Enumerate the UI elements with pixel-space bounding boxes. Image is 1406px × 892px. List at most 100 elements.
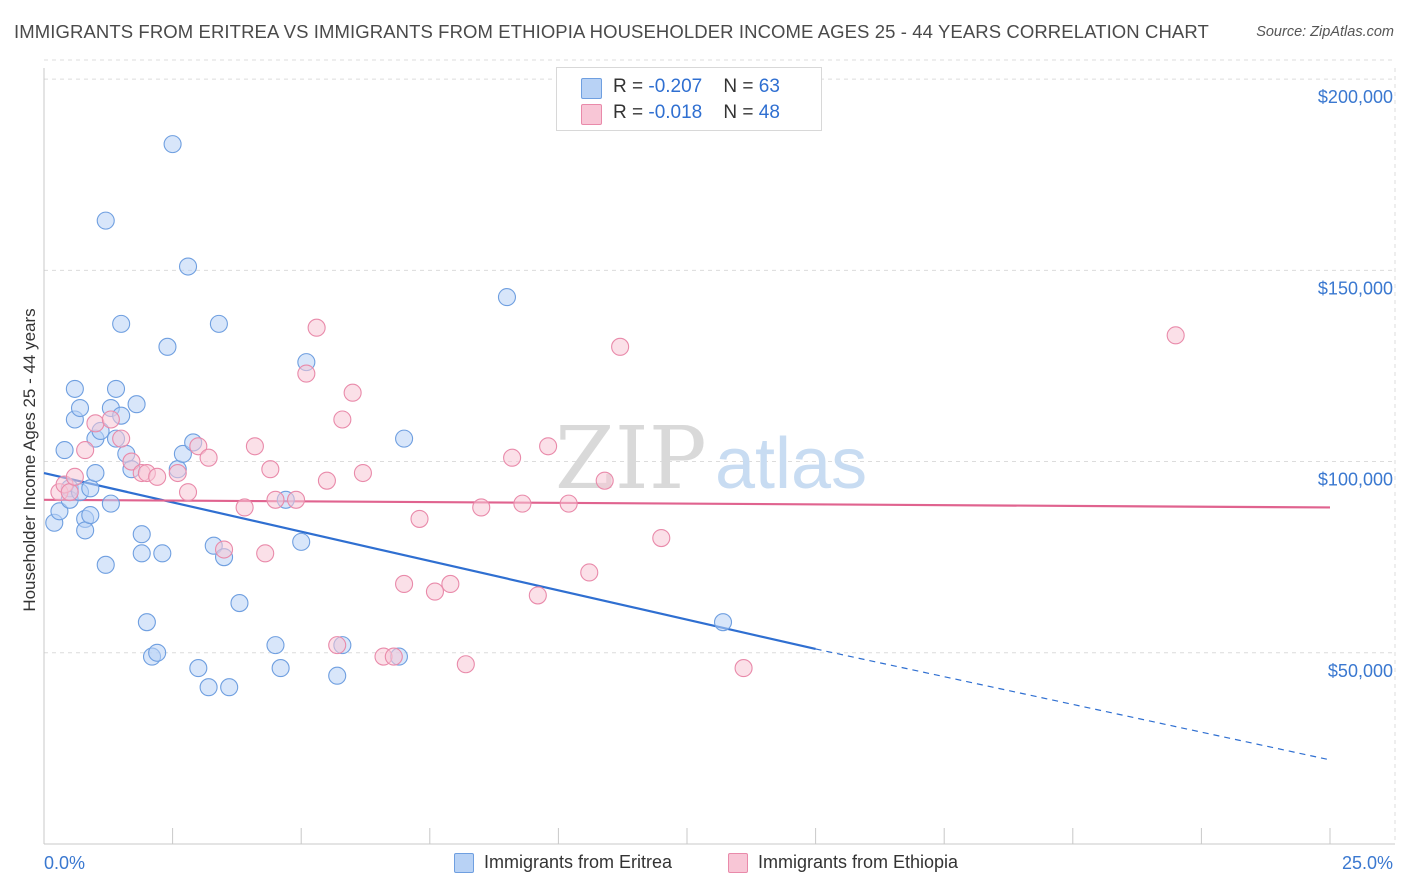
y-tick-label: $100,000 [1318,470,1393,490]
stats-legend: R = -0.207 N = 63 R = -0.018 N = 48 [556,67,822,131]
eritrea-point [220,678,239,697]
y-tick-label: $150,000 [1318,278,1393,298]
eritrea-swatch [581,78,602,99]
ethiopia-point [456,655,475,674]
ethiopia-point [734,659,753,678]
ethiopia-point [112,429,131,448]
ethiopia-point [168,463,187,483]
legend-label-eritrea: Immigrants from Eritrea [484,852,673,872]
ethiopia-point [333,410,352,429]
eritrea-point [55,441,74,460]
ethiopia-point [441,574,460,593]
ethiopia-point [235,498,254,517]
ethiopia-point [384,647,403,666]
ethiopia-point [1166,326,1185,345]
ethiopia-point [472,498,491,517]
ethiopia-point [353,463,372,483]
ethiopia-point [307,318,326,337]
ethiopia-point [539,437,558,456]
eritrea-point [173,444,192,463]
eritrea-point [148,643,167,662]
legend-r-value: -0.207 [648,76,703,97]
ethiopia-point [214,540,234,559]
eritrea-point [50,502,69,521]
ethiopia-swatch [581,104,602,125]
ethiopia-point [317,471,336,490]
y-axis-label-wrap: Householder Income Ages 25 - 44 years [17,280,43,640]
ethiopia-point [101,410,120,429]
eritrea-point [292,532,311,551]
eritrea-point [209,314,228,333]
tick-labels: $50,000 $100,000 $150,000 $200,000 0.0% 25.0% [44,87,1393,873]
ethiopia-point [580,563,599,582]
source-label: Source: ZipAtlas.com [1256,24,1394,40]
eritrea-point [96,555,115,574]
legend-n-value: 63 [758,76,780,97]
watermark-atlas: atlas [715,424,867,504]
ethiopia-point [256,544,275,563]
trend-lines [43,471,1331,761]
ethiopia-point [261,460,280,479]
watermark-zip: ZIP [555,409,707,509]
eritrea-point [713,613,733,632]
legend-item-ethiopia[interactable]: Immigrants from Ethiopia [728,852,958,876]
ethiopia-point [328,636,347,655]
ethiopia-point [178,483,198,502]
eritrea-point [199,678,218,697]
legend-label-ethiopia: Immigrants from Ethiopia [758,852,959,872]
eritrea-point [76,521,95,540]
y-tick-label: $50,000 [1328,661,1393,681]
ethiopia-point [76,441,95,460]
trend-line-dashed [815,648,1331,761]
legend-r-label: R = [613,76,649,97]
axes [43,68,1395,845]
legend-r-label: R = [613,102,649,123]
ethiopia-point [559,494,578,513]
eritrea-point [86,463,105,483]
eritrea-point [70,398,90,418]
eritrea-point [81,479,100,498]
eritrea-point [65,379,84,398]
eritrea-point [266,636,285,655]
ethiopia-point [425,582,444,601]
eritrea-point [230,594,249,613]
ethiopia-point [595,471,614,490]
x-tick-label-min: 0.0% [44,853,85,873]
eritrea-point [158,337,177,356]
ethiopia-point [287,490,306,509]
eritrea-point [132,544,151,563]
ethiopia-point [513,494,532,513]
eritrea-point [101,494,120,513]
chart-title: IMMIGRANTS FROM ERITREA VS IMMIGRANTS FR… [14,21,1209,42]
ethiopia-point [266,490,285,509]
ethiopia-point [148,467,167,486]
ethiopia-point [410,509,429,528]
eritrea-point [163,135,182,154]
eritrea-point [395,429,414,448]
eritrea-point [106,379,126,398]
eritrea-point [153,544,172,563]
y-tick-label: $200,000 [1318,87,1393,107]
eritrea-point [271,659,290,678]
ethiopia-point [60,483,79,502]
ethiopia-point [297,364,316,383]
data-points [45,135,1185,697]
eritrea-point [178,257,198,276]
ethiopia-point [65,467,84,486]
ethiopia-point [122,452,141,471]
eritrea-point [132,525,151,544]
ethiopia-point [189,437,208,456]
ethiopia-legend-swatch [728,853,748,874]
eritrea-point [137,613,156,632]
y-axis-label: Householder Income Ages 25 - 44 years [20,308,39,612]
ethiopia-point [86,414,105,433]
ethiopia-point [503,448,522,467]
trend-line-solid [43,498,1331,509]
ethiopia-point [245,437,264,456]
x-tick-label-max: 25.0% [1342,853,1393,873]
eritrea-legend-swatch [454,853,474,874]
ethiopia-point [395,574,414,593]
ethiopia-point [652,528,671,548]
legend-item-eritrea[interactable]: Immigrants from Eritrea [454,852,672,876]
